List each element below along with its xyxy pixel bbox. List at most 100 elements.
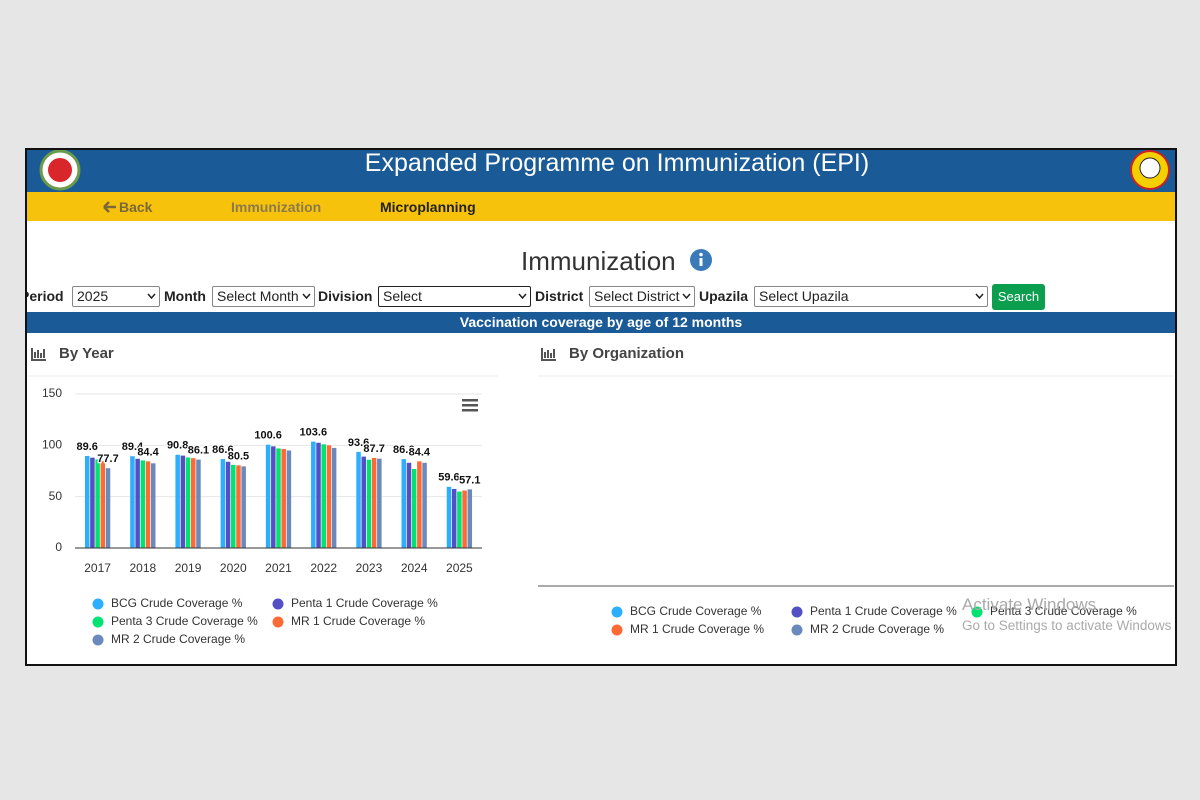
bar <box>401 459 407 548</box>
bar <box>90 457 95 548</box>
bar <box>417 461 422 548</box>
legend-label: MR 1 Crude Coverage % <box>630 622 764 636</box>
legend-label: BCG Crude Coverage % <box>111 596 243 610</box>
period-select[interactable]: 2025 <box>72 286 160 307</box>
upazila-select[interactable]: Select Upazila <box>754 286 988 307</box>
legend-marker <box>971 606 983 618</box>
header-title: Expanded Programme on Immunization (EPI) <box>364 149 870 177</box>
bar <box>326 445 332 548</box>
bar <box>321 444 326 548</box>
watermark-text: Go to Settings to activate Windows <box>962 618 1172 633</box>
watermark-title: Activate Windows <box>962 595 1097 614</box>
app-window: Expanded Programme on Immunization (EPI)… <box>25 148 1177 666</box>
y-tick-label: 50 <box>49 489 63 503</box>
legend-label: Penta 1 Crude Coverage % <box>291 596 438 610</box>
bar <box>196 459 201 548</box>
legend-label: MR 2 Crude Coverage % <box>810 622 944 636</box>
select-value: Select Month <box>217 288 299 304</box>
year-chart: By Year050100150201789.677.7201889.484.4… <box>28 345 498 646</box>
bar <box>105 468 111 548</box>
data-label: 84.4 <box>409 446 431 458</box>
data-label: 87.7 <box>363 443 384 455</box>
bar <box>366 459 372 548</box>
legend-marker <box>272 598 284 610</box>
bar <box>231 464 236 548</box>
legend-marker <box>92 616 104 628</box>
bar <box>406 462 412 548</box>
select-value: Select <box>383 288 422 304</box>
chart-title: By Year <box>59 345 114 362</box>
page-title: Immunization <box>521 246 676 276</box>
bar <box>175 454 180 548</box>
back-arrow-icon <box>103 201 116 213</box>
data-label: 86.1 <box>188 445 209 457</box>
legend-marker <box>611 624 623 636</box>
division-select[interactable]: Select <box>378 286 531 307</box>
nav-link[interactable]: Immunization <box>231 199 322 215</box>
y-tick-label: 0 <box>55 540 62 554</box>
legend-marker <box>791 606 803 618</box>
x-tick-label: 2024 <box>401 561 428 575</box>
bar <box>241 466 246 548</box>
legend-marker <box>791 624 803 636</box>
nav-link[interactable]: Back <box>119 199 153 215</box>
bar <box>356 451 361 548</box>
data-label: 57.1 <box>459 474 480 486</box>
bar <box>271 446 276 548</box>
bar <box>130 456 135 548</box>
header-bar <box>27 150 1175 192</box>
legend-label: Penta 1 Crude Coverage % <box>810 604 957 618</box>
bar <box>135 458 140 548</box>
data-label: 100.6 <box>254 430 282 442</box>
bar <box>281 448 286 548</box>
bar <box>371 457 377 548</box>
legend-marker <box>92 634 104 646</box>
bar <box>411 468 417 548</box>
menu-icon <box>462 399 478 402</box>
chart-icon <box>541 348 556 361</box>
search-button[interactable]: Search <box>992 284 1045 310</box>
bar <box>236 465 241 548</box>
organization-chart: By Organization BCG Crude Coverage % Penta… <box>538 345 1174 636</box>
info-icon[interactable] <box>689 248 713 272</box>
bar <box>451 488 457 548</box>
legend-label: MR 1 Crude Coverage % <box>291 614 425 628</box>
legend-marker <box>611 606 623 618</box>
y-tick-label: 150 <box>42 386 62 400</box>
chart-title: By Organization <box>569 345 684 362</box>
x-tick-label: 2020 <box>220 561 247 575</box>
select-value: Select District <box>594 288 680 304</box>
x-tick-label: 2021 <box>265 561 292 575</box>
section-title: Vaccination coverage by age of 12 months <box>27 312 1175 333</box>
month-select[interactable]: Select Month <box>212 286 315 307</box>
data-label: 86.6 <box>212 444 233 456</box>
bar <box>225 461 231 548</box>
bar <box>377 458 382 548</box>
data-label: 89.4 <box>122 441 144 453</box>
bar <box>311 441 316 548</box>
legend-label: BCG Crude Coverage % <box>630 604 762 618</box>
data-label: 89.6 <box>77 441 98 453</box>
bar <box>84 456 90 548</box>
bar <box>422 462 427 548</box>
data-label: 103.6 <box>300 427 328 439</box>
district-select[interactable]: Select District <box>589 286 695 307</box>
y-tick-label: 100 <box>42 438 62 452</box>
x-tick-label: 2022 <box>310 561 337 575</box>
nav-link[interactable]: Microplanning <box>380 199 476 215</box>
x-tick-label: 2023 <box>356 561 383 575</box>
legend-marker <box>92 598 104 610</box>
bar <box>467 489 473 548</box>
select-value: 2025 <box>77 288 109 304</box>
right-logo <box>1130 150 1170 190</box>
menu-icon <box>462 404 478 407</box>
bar <box>140 460 146 548</box>
select-value: Select Upazila <box>759 288 849 304</box>
filter-label: Period <box>27 288 64 304</box>
legend-marker <box>272 616 284 628</box>
bar <box>457 491 462 548</box>
bar <box>185 457 191 548</box>
bar <box>286 450 292 548</box>
bar <box>331 447 337 548</box>
